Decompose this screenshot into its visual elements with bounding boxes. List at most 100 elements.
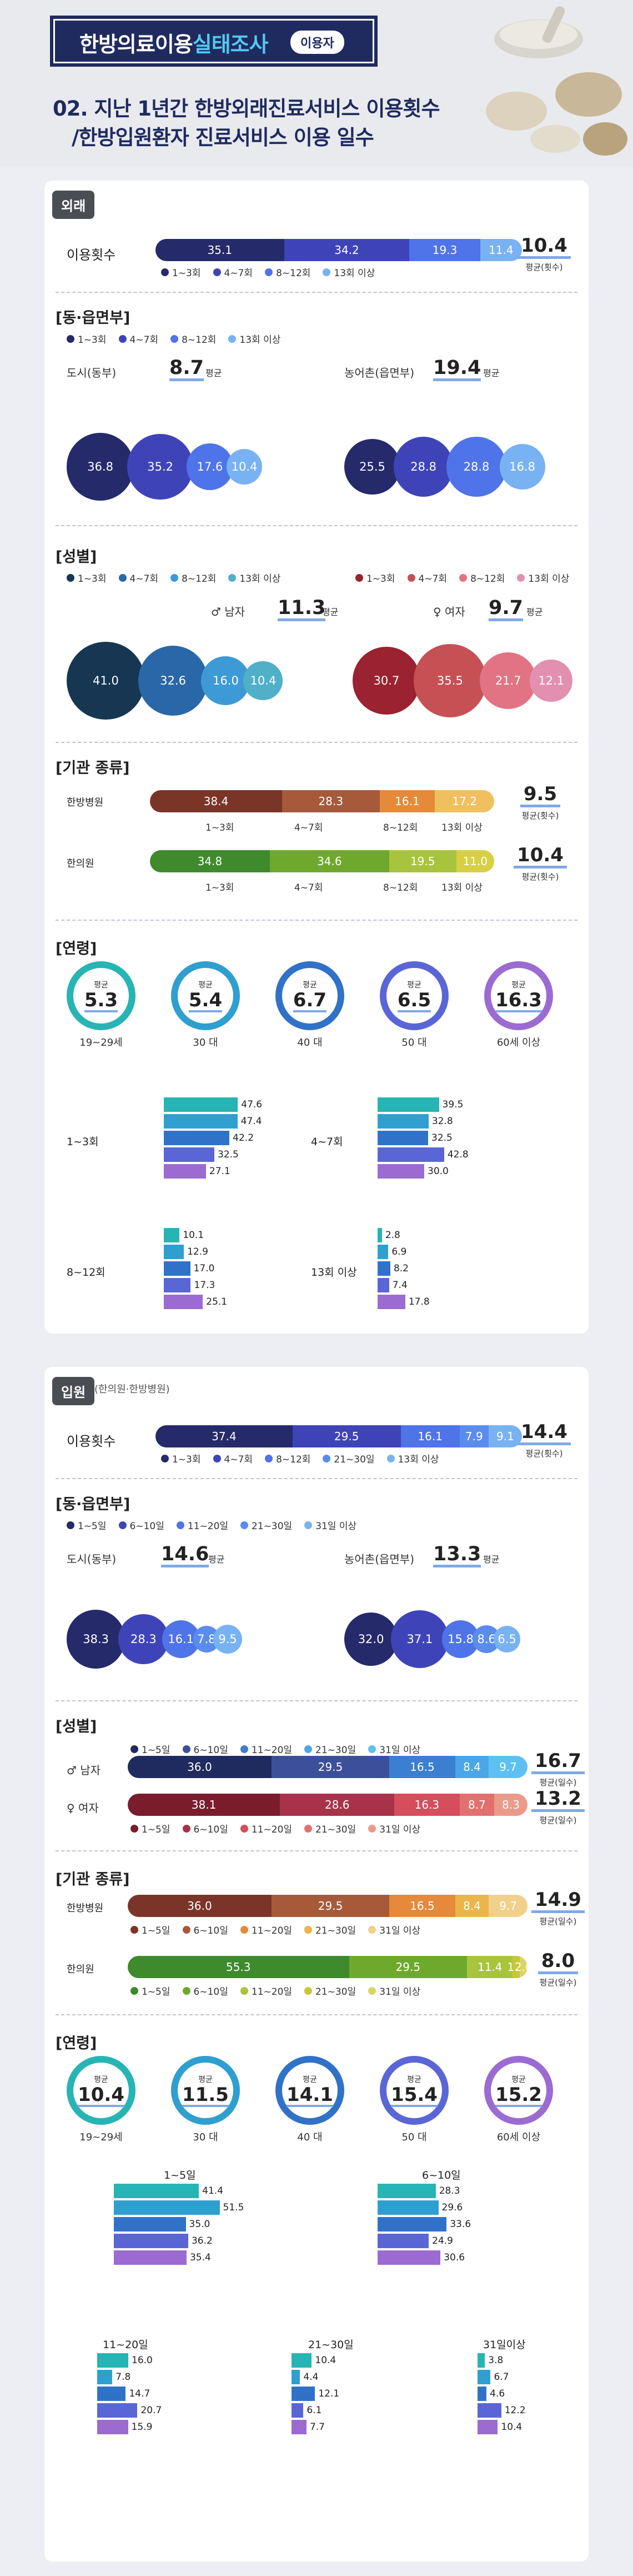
- inpatient-overall-legend-item: 13회 이상: [386, 1451, 439, 1465]
- legend-dot: [304, 1925, 313, 1934]
- in-age-heading: [연령]: [56, 2035, 97, 2052]
- outpatient-overall-avg: 10.4 평균(횟수): [514, 235, 575, 273]
- urban-bubble-1: 36.8: [67, 433, 134, 501]
- female-legend-item: 4~7회: [407, 571, 447, 585]
- out-age-g3-label: 8~12회: [67, 1266, 105, 1279]
- in-region-legend-item: 11~20일: [176, 1518, 228, 1532]
- male-bubble-4: 10.4: [243, 661, 283, 701]
- in-hosp-legend: 1~5일 6~10일 11~20일 21~30일 31일 이상: [130, 1923, 420, 1936]
- in-female-bar-seg-2: 28.6: [280, 1794, 395, 1816]
- in-inst-heading: [기관 종류]: [56, 1871, 130, 1888]
- legend-dot: [368, 1745, 376, 1753]
- title-text: 한방의료이용실태조사: [79, 32, 269, 57]
- in-region-legend: 1~5일 6~10일 11~20일 21~30일 31일 이상: [67, 1518, 356, 1532]
- in-age-g3-bar-1: [97, 2353, 128, 2368]
- in-female-label: ♀ 여자: [67, 1801, 99, 1815]
- in-age-g4-label: 21~30일: [308, 2339, 354, 2351]
- out-age-ring-value: 6.7: [293, 989, 327, 1012]
- inpatient-overall-avg-unit: 평균(횟수): [525, 1449, 563, 1459]
- outpatient-tag: 외래: [52, 191, 95, 219]
- legend-dot: [265, 268, 273, 276]
- out-age-g2-value-3: 32.5: [431, 1132, 453, 1144]
- out-age-g4-bar-1: [378, 1228, 382, 1242]
- outpatient-overall-avg-unit: 평균(횟수): [525, 262, 563, 272]
- in-clinic-avg: 8.0 평균(일수): [528, 1950, 589, 1988]
- out-age-g4-value-4: 7.4: [392, 1280, 408, 1291]
- legend-dot: [67, 335, 74, 343]
- inpatient-overall-legend-item: 8~12회: [265, 1451, 310, 1465]
- hosp-bar-seg-4: 17.2: [435, 790, 494, 812]
- in-age-g5-value-5: 10.4: [501, 2422, 523, 2433]
- outpatient-overall-bar-seg-1: 35.1: [155, 239, 284, 261]
- in-female-legend: 1~5일 6~10일 11~20일 21~30일 31일 이상: [130, 1821, 420, 1835]
- in-male-bar-seg-2: 29.5: [271, 1756, 390, 1778]
- in-age-ring-value: 15.2: [495, 2084, 542, 2107]
- inpatient-overall-bar: 37.4 29.5 16.1 7.9 9.1: [155, 1425, 522, 1447]
- legend-dot: [459, 573, 468, 582]
- in-age-ring-group: 40 대: [297, 2131, 323, 2143]
- in-divider-3: [56, 1850, 577, 1851]
- legend-dot: [304, 1521, 313, 1529]
- legend-dot: [182, 1986, 190, 1995]
- out-age-ring-label: 평균: [303, 981, 317, 990]
- legend-dot: [182, 1745, 190, 1753]
- female-legend-item: 8~12회: [459, 571, 505, 585]
- in-age-g5-label: 31일이상: [483, 2339, 526, 2351]
- clinic-avg-unit: 평균(횟수): [521, 872, 559, 882]
- in-age-g1-value-4: 36.2: [191, 2235, 213, 2246]
- inpatient-overall-bar-seg-5: 9.1: [488, 1425, 522, 1447]
- clinic-cat-1: 1~3회: [205, 882, 234, 893]
- in-age-g2-value-4: 24.9: [432, 2235, 453, 2246]
- in-age-ring-value: 14.1: [287, 2084, 333, 2107]
- in-age-g1-bar-1: [114, 2184, 199, 2198]
- in-divider-4: [56, 2014, 577, 2015]
- outpatient-overall-bar-seg-4: 11.4: [480, 239, 522, 261]
- in-age-g3-bar-2: [97, 2370, 113, 2384]
- out-age-g2-bar-2: [378, 1114, 429, 1129]
- legend-dot: [355, 573, 363, 582]
- legend-dot: [118, 1521, 127, 1529]
- urban-avg: 8.7: [169, 357, 204, 381]
- female-bubble-4: 12.1: [530, 659, 572, 702]
- legend-label: 1~5일: [142, 1986, 170, 1998]
- in-female-avg: 13.2 평균(일수): [528, 1788, 589, 1826]
- hosp-avg: 9.5 평균(횟수): [510, 783, 571, 821]
- hosp-bar-seg-2: 28.3: [282, 790, 380, 812]
- out-age-ring-label: 평균: [94, 981, 108, 990]
- divider-1: [56, 292, 577, 293]
- legend-label: 31일 이상: [379, 1745, 421, 1756]
- out-age-g2-bar-4: [378, 1147, 444, 1162]
- out-age-ring-value: 5.4: [188, 989, 223, 1012]
- in-age-g4-value-1: 10.4: [315, 2355, 336, 2366]
- outpatient-card: 외래 이용횟수 35.1 34.2 19.3 11.4 1~3회 4~7회 8~12회 13회 이…: [44, 181, 589, 1334]
- out-age-g3-value-3: 17.0: [193, 1263, 215, 1274]
- inpatient-overall-legend-item: 4~7회: [213, 1451, 253, 1465]
- clinic-bar-seg-3: 19.5: [389, 850, 456, 872]
- out-age-g3-bar-3: [164, 1261, 190, 1276]
- in-rural-bubble-2: 37.1: [391, 1610, 449, 1668]
- in-age-g2-value-1: 28.3: [439, 2185, 460, 2196]
- legend-label: 13회 이상: [239, 573, 281, 585]
- in-hosp-bar-seg-1: 36.0: [128, 1895, 272, 1917]
- female-legend-item: 13회 이상: [517, 571, 569, 585]
- hosp-cat-4: 13회 이상: [441, 822, 483, 833]
- clinic-label: 한의원: [67, 858, 94, 870]
- in-male-legend-item: 21~30일: [304, 1742, 356, 1756]
- in-age-g1-value-2: 51.5: [223, 2202, 244, 2213]
- in-age-g2-bar-5: [378, 2250, 441, 2265]
- legend-label: 1~3회: [366, 573, 395, 585]
- legend-dot: [213, 268, 221, 276]
- legend-dot: [130, 1745, 138, 1753]
- in-age-g5-value-2: 6.7: [494, 2372, 509, 2383]
- in-age-g3-value-2: 7.8: [115, 2372, 131, 2383]
- in-divider-2: [56, 1700, 577, 1701]
- in-age-ring-group: 19~29세: [79, 2131, 123, 2143]
- out-age-g1-bar-2: [164, 1114, 238, 1129]
- legend-dot: [368, 1986, 376, 1995]
- female-bubble-3: 21.7: [479, 652, 537, 710]
- in-age-g5-bar-4: [478, 2403, 501, 2418]
- in-hosp-legend-item: 11~20일: [240, 1923, 292, 1936]
- in-female-avg-value: 13.2: [531, 1788, 585, 1812]
- out-age-g4-value-5: 17.8: [408, 1296, 430, 1307]
- legend-dot: [161, 1454, 169, 1462]
